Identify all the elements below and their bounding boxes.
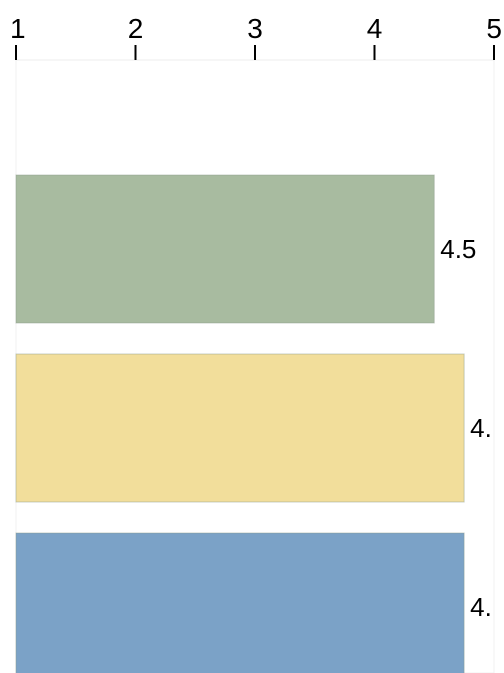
x-tick-label: 4	[367, 13, 383, 44]
bar-value-label: 4.	[470, 413, 492, 443]
x-axis: 1 2 3 4 5	[10, 13, 502, 61]
bar-value-label: 4.5	[440, 234, 476, 264]
bar	[15, 353, 465, 503]
x-tick-label: 3	[247, 13, 263, 44]
x-tick-label: 1	[10, 13, 26, 44]
bar	[15, 532, 465, 673]
x-tick-label: 5	[486, 13, 502, 44]
data-labels: 4.5 4. 4.	[440, 234, 492, 622]
x-axis-ticks	[15, 45, 495, 60]
x-tick-label: 2	[128, 13, 144, 44]
bars	[15, 174, 465, 673]
x-axis-tick-labels: 1 2 3 4 5	[10, 13, 502, 44]
bar	[15, 174, 435, 324]
bar-value-label: 4.	[470, 592, 492, 622]
